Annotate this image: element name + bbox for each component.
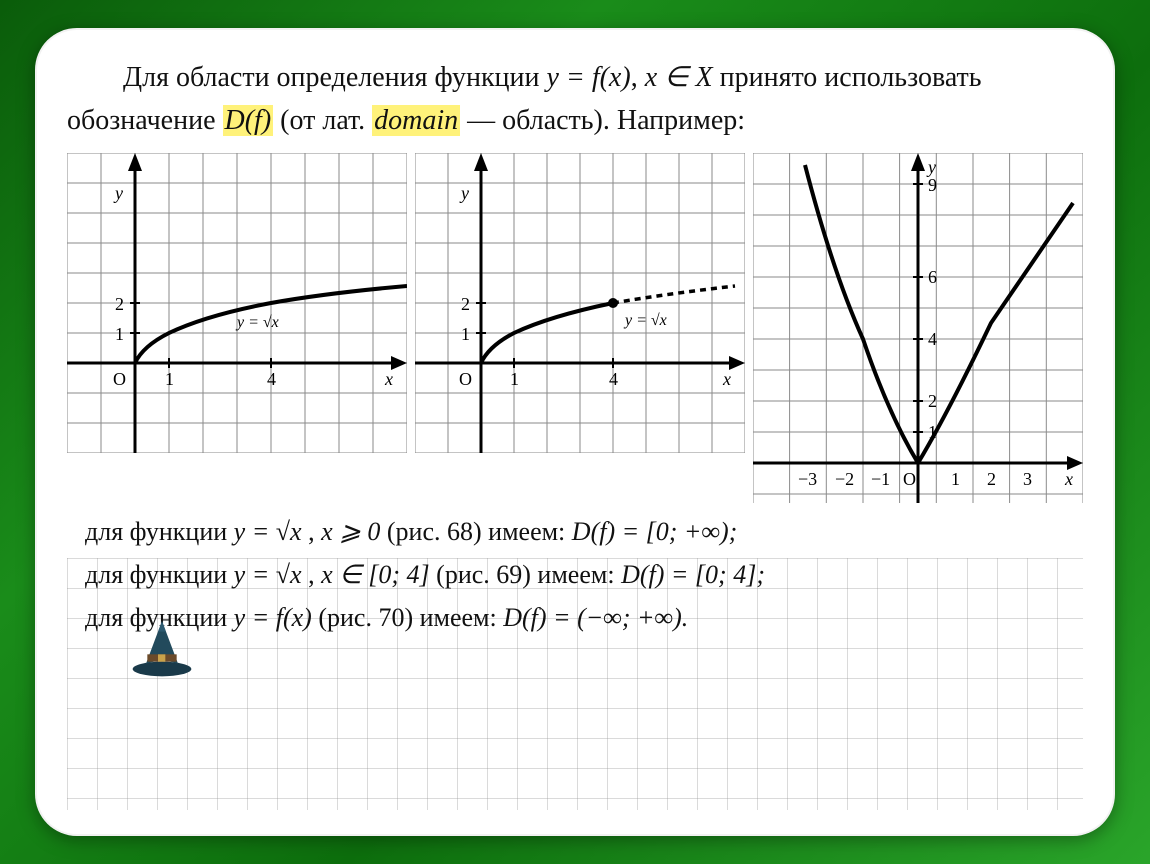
chart1-ytick-1: 1: [115, 324, 124, 344]
ex1-c: (рис. 68) имеем:: [380, 517, 571, 546]
intro-text-2: ,: [631, 62, 645, 93]
intro-df: D(f): [223, 105, 274, 136]
chart3-xt-n3: −3: [798, 469, 817, 489]
charts-row: y x O 1 4 1 2 y = √x: [67, 153, 1083, 503]
chart3-yt-1: 1: [928, 422, 937, 442]
examples-block: для функции y = √x , x ⩾ 0 (рис. 68) име…: [67, 511, 1083, 640]
chart3-xt-1: 1: [951, 469, 960, 489]
ex3-b: (рис. 70) имеем:: [312, 603, 503, 632]
chart-2: y x O 1 4 1 2 y = √x: [415, 153, 745, 453]
example-line-2: для функции y = √x , x ∈ [0; 4] (рис. 69…: [85, 554, 1083, 597]
intro-text-4: (от лат.: [273, 105, 372, 136]
chart-1: y x O 1 4 1 2 y = √x: [67, 153, 407, 453]
chart2-y-arrow: [474, 153, 488, 171]
ex3-fn: y = f(x): [234, 603, 312, 632]
ex1-a: для функции: [85, 517, 234, 546]
chart3-xt-n2: −2: [835, 469, 854, 489]
ex2-fn: y = √x: [234, 560, 302, 589]
chart2-xtick-4: 4: [609, 369, 618, 389]
chart2-ytick-2: 2: [461, 294, 470, 314]
chart2-endpoint: [608, 298, 618, 308]
chart1-y-label: y: [113, 183, 123, 203]
chart3-y-label: y: [926, 157, 936, 177]
chart1-x-label: x: [384, 369, 393, 389]
chart2-fn-label: y = √x: [623, 312, 667, 329]
chart3-origin: O: [903, 469, 916, 489]
chart2-ytick-1: 1: [461, 324, 470, 344]
chart3-xt-3: 3: [1023, 469, 1032, 489]
chart2-y-label: y: [459, 183, 469, 203]
chart1-xtick-4: 4: [267, 369, 276, 389]
intro-text-5: — область). Например:: [460, 105, 745, 136]
example-line-3: для функции y = f(x) (рис. 70) имеем: D(…: [85, 597, 1083, 640]
intro-paragraph: Для области определения функции y = f(x)…: [67, 56, 1083, 143]
chart3-x-label: x: [1064, 469, 1073, 489]
intro-xin: x ∈ X: [645, 62, 713, 93]
ex1-b: ,: [302, 517, 322, 546]
chart2-origin: O: [459, 369, 472, 389]
chart1-xtick-1: 1: [165, 369, 174, 389]
chart1-fn-label: y = √x: [235, 314, 279, 331]
ex2-a: для функции: [85, 560, 234, 589]
chart3-yt-9: 9: [928, 175, 937, 195]
intro-text-1: Для области определения функции: [123, 62, 547, 93]
chart2-curve-dashed: [613, 286, 735, 303]
chart3-x-arrow: [1067, 456, 1083, 470]
ex1-fn: y = √x: [234, 517, 302, 546]
chart-3: y x O −3 −2 −1 1 2 3 1 2 4 6 9: [753, 153, 1083, 503]
chart1-ytick-2: 2: [115, 294, 124, 314]
ex2-cond: x ∈ [0; 4]: [321, 560, 430, 589]
chart3-xt-n1: −1: [871, 469, 890, 489]
chart2-xtick-1: 1: [510, 369, 519, 389]
chart3-yt-6: 6: [928, 267, 937, 287]
intro-fn: y = f(x): [547, 62, 631, 93]
chart3-curve: [805, 165, 1073, 463]
ex2-res: D(f) = [0; 4];: [621, 560, 765, 589]
chart1-y-arrow: [128, 153, 142, 171]
chart3-xt-2: 2: [987, 469, 996, 489]
ex2-b: ,: [302, 560, 322, 589]
chart2-x-arrow: [729, 356, 745, 370]
ex2-c: (рис. 69) имеем:: [430, 560, 621, 589]
chart1-origin: O: [113, 369, 126, 389]
example-line-1: для функции y = √x , x ⩾ 0 (рис. 68) име…: [85, 511, 1083, 554]
chart3-yt-4: 4: [928, 329, 937, 349]
ex1-res: D(f) = [0; +∞);: [572, 517, 738, 546]
chart3-yt-2: 2: [928, 391, 937, 411]
ex3-res: D(f) = (−∞; +∞).: [503, 603, 688, 632]
chart1-x-arrow: [391, 356, 407, 370]
ex1-cond: x ⩾ 0: [321, 517, 380, 546]
intro-domain: domain: [372, 105, 460, 136]
wizard-hat-icon: [127, 617, 197, 677]
content-card: Для области определения функции y = f(x)…: [35, 28, 1115, 836]
chart3-y-arrow: [911, 153, 925, 171]
chart2-x-label: x: [722, 369, 731, 389]
